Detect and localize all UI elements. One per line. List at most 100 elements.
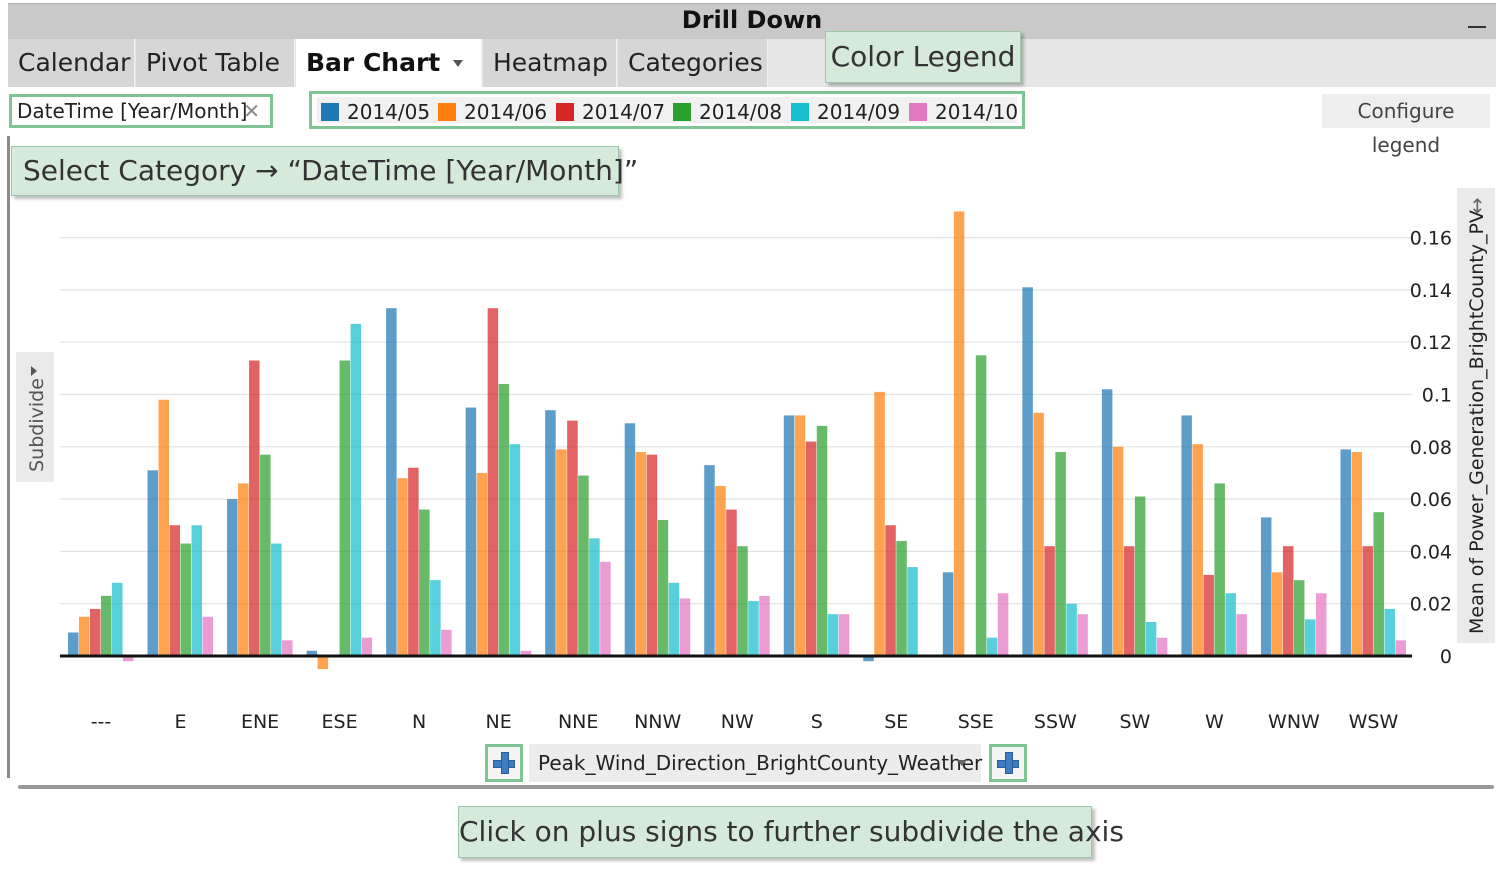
bar[interactable] [668,582,680,656]
bar[interactable] [1260,517,1272,656]
bar[interactable] [112,582,123,656]
bar[interactable] [896,540,907,656]
bar[interactable] [997,593,1009,656]
bar[interactable] [397,478,408,656]
bar[interactable] [1066,603,1077,656]
bar[interactable] [1181,415,1192,656]
bar[interactable] [498,384,510,656]
bar[interactable] [783,415,795,656]
plus-icon[interactable] [989,744,1027,782]
x-axis-dropdown[interactable]: Peak_Wind_Direction_BrightCounty_Weather [529,744,982,782]
bar[interactable] [465,407,477,656]
bar[interactable] [306,650,318,656]
bar[interactable] [202,616,214,656]
bar[interactable] [646,454,658,656]
bar[interactable] [885,525,896,656]
bar[interactable] [361,637,373,656]
bar[interactable] [282,640,293,656]
bar[interactable] [1134,496,1146,656]
bar[interactable] [748,601,759,656]
bar[interactable] [68,632,79,656]
bar[interactable] [805,441,817,656]
minimize-icon[interactable] [1466,8,1488,30]
bar[interactable] [227,499,238,656]
resize-vertical-icon[interactable]: ↕ [1469,194,1486,218]
bar[interactable] [1101,389,1113,656]
bar[interactable] [509,444,521,656]
bar[interactable] [975,355,987,656]
y-axis-selector[interactable]: ↕ Mean of Power_Generation_BrightCounty_… [1457,188,1495,643]
category-chip[interactable]: DateTime [Year/Month] ✕ [9,94,273,128]
tab-bar-chart[interactable]: Bar Chart [296,39,482,87]
tab-calendar[interactable]: Calendar [8,39,135,87]
bar[interactable] [986,637,998,656]
configure-legend-button[interactable]: Configure legend [1322,94,1490,157]
bar[interactable] [1112,446,1124,656]
bar[interactable] [737,546,748,656]
bar[interactable] [238,483,249,656]
bar[interactable] [1156,637,1168,656]
bar[interactable] [635,452,647,656]
bar[interactable] [158,399,170,656]
bar[interactable] [1203,574,1214,656]
bar[interactable] [441,629,452,656]
bar[interactable] [942,572,954,656]
bar[interactable] [339,360,351,656]
bar[interactable] [123,656,134,662]
bar[interactable] [874,391,885,656]
bar[interactable] [816,425,828,656]
bar[interactable] [1214,483,1225,656]
close-icon[interactable]: ✕ [243,99,260,123]
bar[interactable] [408,467,419,656]
bar[interactable] [487,308,499,656]
bar[interactable] [1384,608,1395,656]
bar[interactable] [419,509,430,656]
bar[interactable] [350,323,362,656]
bar[interactable] [657,520,669,656]
bar[interactable] [1077,614,1088,656]
tab-heatmap[interactable]: Heatmap [483,39,617,87]
bar[interactable] [180,543,192,656]
bar[interactable] [1340,449,1351,656]
bar[interactable] [863,656,874,662]
tab-pivot-table[interactable]: Pivot Table [136,39,295,87]
bar[interactable] [1123,546,1135,656]
bar[interactable] [715,486,726,656]
chevron-down-icon[interactable] [453,60,463,67]
bar[interactable] [578,475,589,656]
bar[interactable] [1351,452,1362,656]
bar[interactable] [147,470,159,656]
bar[interactable] [430,580,441,656]
bar[interactable] [1293,580,1305,656]
bar[interactable] [907,567,918,656]
bar[interactable] [271,543,282,656]
bar[interactable] [624,423,636,656]
bar[interactable] [1044,546,1055,656]
bar[interactable] [386,308,397,656]
bar[interactable] [249,360,260,656]
bar[interactable] [260,454,271,656]
bar[interactable] [90,608,101,656]
bar[interactable] [838,614,850,656]
color-legend[interactable]: 2014/05 2014/06 2014/07 2014/08 2014/09 … [309,91,1025,129]
chevron-down-icon[interactable] [957,760,967,766]
bar[interactable] [1315,593,1327,656]
subdivide-panel[interactable]: Subdivide [16,352,54,482]
bar[interactable] [317,656,329,670]
bar[interactable] [759,595,770,656]
bar[interactable] [567,420,578,656]
bar[interactable] [1022,287,1033,656]
bar[interactable] [679,598,691,656]
tab-categories[interactable]: Categories [618,39,768,87]
bar[interactable] [101,595,112,656]
bar[interactable] [1145,622,1157,656]
bar[interactable] [726,509,737,656]
bar[interactable] [1271,572,1283,656]
bar[interactable] [520,650,532,656]
bar[interactable] [953,211,965,656]
bar[interactable] [1236,614,1247,656]
bar[interactable] [191,525,203,656]
bar[interactable] [1362,546,1373,656]
bar[interactable] [1033,412,1044,656]
bar[interactable] [1282,546,1294,656]
